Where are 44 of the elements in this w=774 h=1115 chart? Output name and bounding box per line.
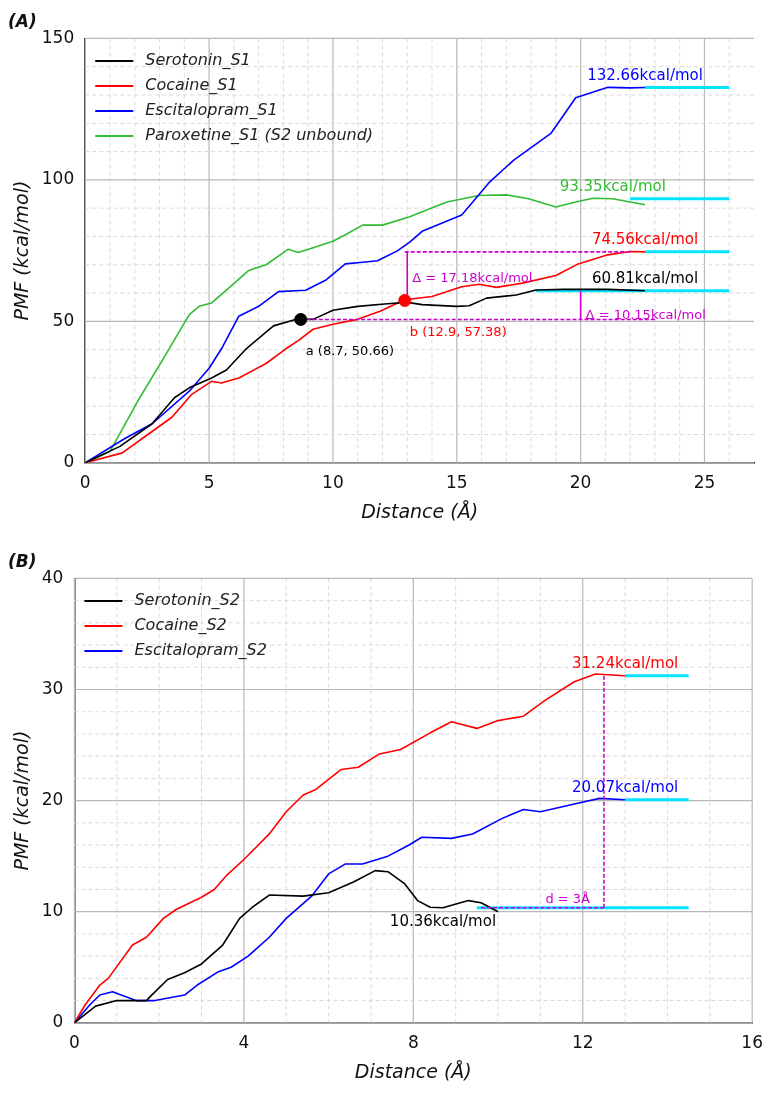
x-tick-label: 16 bbox=[741, 1032, 763, 1053]
legend-label: Paroxetine_S1 (S2 unbound) bbox=[145, 125, 374, 146]
x-tick-label: 4 bbox=[238, 1032, 250, 1053]
x-tick-label: 12 bbox=[571, 1032, 594, 1053]
annotation: b (12.9, 57.38) bbox=[409, 324, 507, 340]
data-label: 20.07kcal/mol bbox=[571, 778, 679, 797]
y-tick-label: 0 bbox=[52, 1011, 64, 1032]
x-tick-label: 5 bbox=[203, 472, 215, 493]
annotation: Δ = 10.15kcal/mol bbox=[585, 306, 706, 322]
y-tick-label: 0 bbox=[63, 451, 75, 472]
y-tick-label: 30 bbox=[41, 677, 64, 698]
data-label: 10.36kcal/mol bbox=[389, 912, 497, 931]
y-tick-label: 50 bbox=[52, 309, 75, 330]
x-tick-label: 20 bbox=[569, 472, 592, 493]
y-tick-label: 150 bbox=[41, 26, 75, 47]
data-label: 74.56kcal/mol bbox=[591, 230, 699, 249]
annotation: Δ = 17.18kcal/mol bbox=[412, 269, 533, 285]
legend-label: Cocaine_S2 bbox=[134, 615, 227, 636]
legend-label: Serotonin_S2 bbox=[134, 590, 240, 611]
x-tick-label: 25 bbox=[693, 472, 716, 493]
x-axis-title: Distance (Å) bbox=[361, 499, 479, 522]
data-label: 60.81kcal/mol bbox=[591, 269, 699, 288]
x-tick-label: 0 bbox=[79, 472, 91, 493]
y-tick-label: 20 bbox=[41, 789, 64, 810]
legend-label: Cocaine_S1 bbox=[145, 75, 238, 96]
annotation: a (8.7, 50.66) bbox=[305, 343, 395, 359]
y-axis-title: PMF (kcal/mol) bbox=[10, 730, 33, 871]
y-tick-label: 10 bbox=[41, 900, 64, 921]
x-tick-label: 8 bbox=[407, 1032, 419, 1053]
y-axis-title: PMF (kcal/mol) bbox=[10, 180, 33, 321]
chart-title: (A) bbox=[8, 10, 37, 31]
x-tick-label: 10 bbox=[322, 472, 344, 493]
data-label: 132.66kcal/mol bbox=[587, 65, 703, 84]
data-label: 31.24kcal/mol bbox=[571, 654, 679, 673]
data-label: 93.35kcal/mol bbox=[559, 177, 666, 196]
legend-label: Escitalopram_S1 bbox=[145, 100, 278, 121]
annotation: d = 3Å bbox=[545, 890, 591, 906]
y-tick-label: 100 bbox=[41, 168, 75, 189]
legend-label: Serotonin_S1 bbox=[145, 50, 251, 71]
chart-title: (B) bbox=[8, 550, 37, 571]
x-tick-label: 15 bbox=[445, 472, 468, 493]
y-tick-label: 40 bbox=[41, 566, 64, 587]
x-axis-title: Distance (Å) bbox=[354, 1059, 472, 1082]
legend-label: Escitalopram_S2 bbox=[134, 640, 267, 661]
